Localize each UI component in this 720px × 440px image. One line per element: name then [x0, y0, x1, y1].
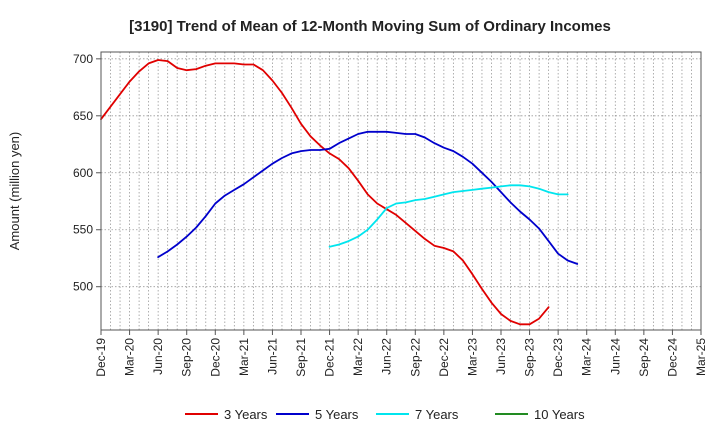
legend-label-5-years: 5 Years	[315, 407, 359, 422]
x-tick-label: Sep-20	[180, 338, 194, 377]
x-tick-label: Dec-21	[323, 338, 337, 377]
series-line-7-years	[328, 184, 569, 248]
grid	[100, 52, 702, 330]
y-tick-label: 650	[73, 109, 93, 123]
x-tick-label: Dec-23	[551, 338, 565, 377]
y-axis-label: Amount (million yen)	[7, 132, 22, 251]
plot-area-frame	[100, 51, 702, 331]
chart-title: [3190] Trend of Mean of 12-Month Moving …	[129, 18, 611, 35]
legend-label-3-years: 3 Years	[224, 407, 268, 422]
legend-label-7-years: 7 Years	[415, 407, 459, 422]
x-tick-label: Sep-23	[523, 338, 537, 377]
x-axis-ticks: Dec-19 Mar-20 Jun-20 Sep-20 Dec-20 Mar-21 Jun-…	[94, 330, 708, 377]
x-tick-label: Mar-21	[237, 338, 251, 376]
y-axis-ticks: 500 550 600 650 700	[73, 52, 101, 294]
x-tick-label: Mar-23	[465, 338, 479, 376]
y-tick-label: 600	[73, 166, 93, 180]
series-line-3-years	[100, 59, 550, 326]
x-tick-label: Jun-21	[265, 338, 279, 375]
x-tick-label: Mar-22	[351, 338, 365, 376]
y-tick-label: 500	[73, 280, 93, 294]
series-lines	[100, 59, 579, 326]
x-tick-label: Jun-22	[380, 338, 394, 375]
x-tick-label: Sep-21	[294, 338, 308, 377]
x-tick-label: Mar-25	[694, 338, 708, 376]
x-tick-label: Sep-24	[637, 338, 651, 377]
x-tick-label: Jun-24	[608, 338, 622, 375]
x-tick-label: Dec-24	[665, 338, 679, 377]
legend: 3 Years 5 Years 7 Years 10 Years	[185, 407, 585, 422]
x-tick-label: Jun-23	[494, 338, 508, 375]
x-tick-label: Dec-22	[437, 338, 451, 377]
y-tick-label: 700	[73, 52, 93, 66]
y-tick-label: 550	[73, 223, 93, 237]
x-tick-label: Jun-20	[151, 338, 165, 375]
x-tick-label: Mar-24	[580, 338, 594, 376]
x-tick-label: Dec-19	[94, 338, 108, 377]
x-tick-label: Sep-22	[408, 338, 422, 377]
x-tick-label: Mar-20	[123, 338, 137, 376]
series-line-5-years	[157, 130, 579, 265]
legend-label-10-years: 10 Years	[534, 407, 585, 422]
x-tick-label: Dec-20	[208, 338, 222, 377]
